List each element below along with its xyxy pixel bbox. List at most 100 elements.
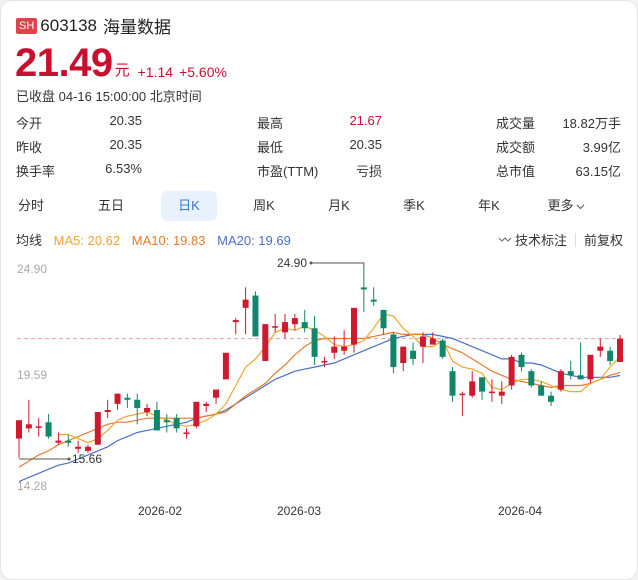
candle-body xyxy=(183,432,190,434)
tab-3[interactable]: 周K xyxy=(253,198,275,213)
x-tick-label: 2026-03 xyxy=(277,504,322,518)
candle-body xyxy=(469,381,476,396)
y-tick-label: 24.90 xyxy=(17,262,47,276)
candle-body xyxy=(587,354,594,380)
period-tabs: 分时 五日 日K 周K 月K 季K 年K 更多 xyxy=(16,191,626,223)
y-tick-label: 19.59 xyxy=(17,368,47,382)
exchange-badge: SH xyxy=(16,17,38,34)
tech-annotation-button[interactable]: 技术标注 xyxy=(498,230,567,249)
candle-body xyxy=(65,440,72,443)
x-tick-label: 2026-04 xyxy=(498,504,543,518)
max-annotation-dot xyxy=(309,261,313,265)
candle-body xyxy=(203,403,210,406)
ma-legend: 均线 MA5: 20.62 MA10: 19.83 MA20: 19.69 xyxy=(16,230,299,249)
candle-body xyxy=(567,371,574,376)
candle-body xyxy=(134,399,141,408)
price-box: 21.49 元 +1.14 +5.60% xyxy=(15,43,227,83)
candle-body xyxy=(488,391,495,394)
candle-body xyxy=(232,320,239,323)
candle-body xyxy=(213,389,220,398)
candle-body xyxy=(439,340,446,357)
candle-body xyxy=(419,336,426,347)
candle-body xyxy=(518,354,525,368)
market-status-time: 已收盘 04-16 15:00:00 北京时间 xyxy=(16,89,202,104)
candle-body xyxy=(104,409,111,413)
stat-label: 昨收 xyxy=(16,140,43,155)
tab-6[interactable]: 年K xyxy=(478,198,500,213)
ma5-value: MA5: 20.62 xyxy=(53,233,121,248)
stock-name: 海量数据 xyxy=(103,18,172,37)
stat-value: 18.82万手 xyxy=(562,116,621,131)
max-annotation-line xyxy=(311,262,365,269)
candle-body xyxy=(35,426,42,428)
candle-body xyxy=(360,287,367,290)
candle-body xyxy=(282,322,289,333)
candle-body xyxy=(350,307,357,345)
stat-label: 成交额 xyxy=(496,140,536,155)
candle-body xyxy=(252,295,259,337)
candle-body xyxy=(144,407,151,413)
candle-body xyxy=(538,385,545,396)
candle-body xyxy=(607,350,614,361)
tab-4[interactable]: 月K xyxy=(328,198,350,213)
tab-2[interactable]: 日K xyxy=(161,191,217,221)
ma10-line xyxy=(18,331,621,468)
candle-body xyxy=(597,346,604,351)
ma20-value: MA20: 19.69 xyxy=(217,233,291,248)
tab-1[interactable]: 五日 xyxy=(97,198,124,213)
candle-body xyxy=(508,356,515,386)
candle-body xyxy=(548,395,555,402)
candle-body xyxy=(94,412,101,445)
stat-value: 6.53% xyxy=(105,161,142,176)
candle-body xyxy=(242,299,249,308)
stat-label: 总市值 xyxy=(496,164,536,179)
candle-body xyxy=(341,346,348,351)
min-annotation-dot xyxy=(67,457,71,461)
min-annotation-label: 15.66 xyxy=(72,452,102,466)
tab-0[interactable]: 分时 xyxy=(17,198,44,213)
candle-body xyxy=(193,401,200,427)
stat-label: 市盈(TTM) xyxy=(257,164,319,179)
kline-chart[interactable]: 24.90 19.59 14.28 24.90 15.66 xyxy=(1,251,638,501)
max-annotation-label: 24.90 xyxy=(277,256,307,270)
candle-body xyxy=(370,299,377,302)
stat-label: 最低 xyxy=(257,140,284,155)
candle-body xyxy=(479,377,486,392)
stat-value: 20.35 xyxy=(109,137,142,152)
tab-7[interactable]: 更多 xyxy=(538,191,594,221)
candle-body xyxy=(617,338,623,362)
stock-header: SH 603138 海量数据 xyxy=(16,13,171,38)
stock-code: 603138 xyxy=(40,15,98,35)
candle-body xyxy=(291,318,298,325)
candle-body xyxy=(557,371,564,390)
candle-body xyxy=(390,334,397,368)
ma5-line xyxy=(58,313,621,444)
price-change: +1.14 xyxy=(137,64,174,80)
ma20-line xyxy=(18,333,621,483)
candle-body xyxy=(311,328,318,357)
stat-value: 20.35 xyxy=(349,137,382,152)
stat-label: 最高 xyxy=(257,116,284,131)
divider xyxy=(574,232,576,247)
candle-body xyxy=(429,338,436,345)
candle-body xyxy=(163,420,170,423)
candle-body xyxy=(331,346,338,353)
y-tick-label: 14.28 xyxy=(17,479,47,493)
candle-body xyxy=(84,446,91,451)
candle-body xyxy=(153,409,160,431)
tab-5[interactable]: 季K xyxy=(403,198,425,213)
candle-body xyxy=(173,418,180,429)
adjust-button[interactable]: 前复权 xyxy=(583,233,623,248)
stat-label: 今开 xyxy=(16,116,43,131)
tech-annotation-label: 技术标注 xyxy=(514,233,567,248)
candle-body xyxy=(410,350,417,359)
candle-body xyxy=(124,397,131,400)
stat-value: 20.35 xyxy=(109,113,142,128)
candle-body xyxy=(45,422,52,437)
candle-body xyxy=(55,440,62,443)
stat-value: 亏损 xyxy=(355,164,382,179)
candle-body xyxy=(577,375,584,380)
candle-body xyxy=(380,309,387,329)
candle-body xyxy=(301,322,308,329)
